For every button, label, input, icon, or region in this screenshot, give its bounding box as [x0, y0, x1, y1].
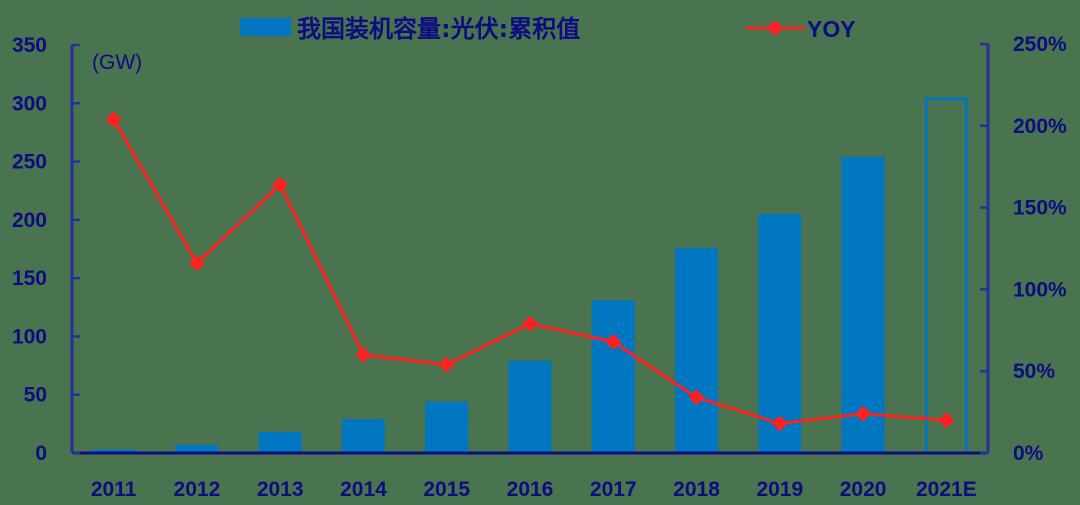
- yoy-diamond-marker: [771, 415, 788, 432]
- left-axis-tick-label: 250: [12, 151, 47, 174]
- x-axis-tick-label: 2011: [91, 478, 137, 501]
- yoy-diamond-marker: [938, 412, 955, 429]
- right-axis-tick-label: 50%: [1013, 360, 1055, 383]
- yoy-diamond-marker: [105, 111, 122, 128]
- left-axis-tick-label: 0: [35, 442, 47, 465]
- x-axis-tick-label: 2015: [423, 478, 470, 501]
- x-axis-tick-label: 2014: [340, 478, 387, 501]
- bar: [341, 419, 385, 453]
- legend-bar-swatch: [240, 18, 291, 36]
- yoy-diamond-marker: [855, 405, 872, 422]
- yoy-diamond-marker: [355, 346, 372, 363]
- legend-bar-label: 我国装机容量:光伏:累积值: [297, 15, 580, 43]
- axes: [70, 42, 990, 455]
- line-series: [105, 111, 955, 432]
- left-axis-tick-label: 350: [12, 34, 47, 57]
- left-axis-tick-label: 100: [12, 325, 47, 348]
- bar: [758, 214, 802, 453]
- right-axis-tick-label: 0%: [1013, 442, 1044, 465]
- x-axis-tick-label: 2012: [174, 478, 221, 501]
- bar: [258, 432, 302, 453]
- bar: [675, 247, 719, 453]
- bar-series: [92, 97, 968, 455]
- bar: [508, 360, 552, 453]
- yoy-diamond-marker: [605, 333, 622, 350]
- left-axis-tick-label: 200: [12, 209, 47, 232]
- yoy-diamond-marker: [522, 315, 538, 332]
- left-axis-unit-label: (GW): [92, 51, 142, 74]
- yoy-diamond-marker: [688, 389, 705, 406]
- legend-line-label: YOY: [807, 16, 856, 42]
- right-axis-tick-label: 200%: [1013, 115, 1067, 138]
- right-axis-tick-label: 150%: [1013, 197, 1067, 220]
- x-axis-tick-label: 2019: [756, 478, 803, 501]
- bar: [92, 449, 136, 453]
- bar: [175, 444, 219, 453]
- left-axis-tick-label: 300: [12, 92, 47, 115]
- legend-diamond-icon: [767, 20, 783, 36]
- bar-estimated: [924, 97, 968, 455]
- right-axis-tick-labels: 0% 50% 100% 150% 200% 250%: [1013, 33, 1067, 465]
- yoy-diamond-marker: [272, 176, 289, 193]
- bar: [425, 401, 469, 453]
- left-axis-tick-label: 50: [24, 384, 47, 407]
- yoy-diamond-marker: [438, 356, 455, 373]
- right-axis-tick-label: 100%: [1013, 278, 1067, 301]
- x-axis-tick-labels: 2011 2012 2013 2014 2015 2016 2017 2018 2019 2020…: [91, 478, 977, 501]
- left-axis-tick-label: 150: [12, 267, 47, 290]
- legend: 我国装机容量:光伏:累积值 YOY: [240, 15, 856, 43]
- bar: [591, 300, 635, 453]
- x-axis-tick-label: 2017: [590, 478, 637, 501]
- right-axis-tick-label: 250%: [1013, 33, 1067, 56]
- x-axis-tick-label: 2013: [257, 478, 304, 501]
- x-axis-tick-label: 2018: [673, 478, 720, 501]
- yoy-diamond-marker: [188, 255, 205, 272]
- x-axis-tick-label: 2016: [507, 478, 554, 501]
- left-axis-tick-labels: 0 50 100 150 200 250 300 350: [12, 34, 47, 465]
- bar: [841, 156, 885, 453]
- x-axis-tick-label: 2020: [840, 478, 887, 501]
- x-axis-tick-label: 2021E: [916, 478, 977, 501]
